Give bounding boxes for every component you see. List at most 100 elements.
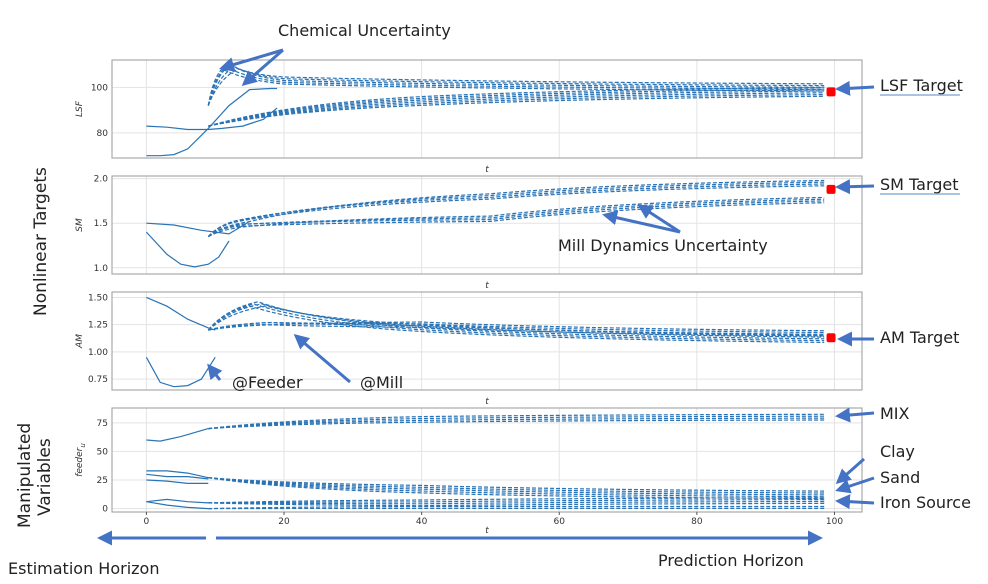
prediction-series-line xyxy=(208,95,825,127)
estimation-horizon-label: Estimation Horizon xyxy=(8,559,159,578)
y-tick-label: 1.00 xyxy=(88,348,108,358)
prediction-series-line xyxy=(208,94,825,127)
manipulated-variables-line2: Variables xyxy=(35,438,55,516)
x-axis-label: t xyxy=(485,281,489,291)
prediction-series-line xyxy=(208,477,825,494)
target-marker xyxy=(826,87,836,97)
estimation-series-line xyxy=(146,470,209,479)
x-tick-label: 0 xyxy=(144,517,150,527)
chemical-uncertainty-label: Chemical Uncertainty xyxy=(278,21,451,40)
prediction-series-line xyxy=(208,321,825,332)
prediction-series-line xyxy=(207,68,825,106)
prediction-series-line xyxy=(208,477,825,496)
manipulated-variables-line1: Manipulated xyxy=(15,423,35,528)
prediction-series-line xyxy=(208,90,825,127)
sand-label: Sand xyxy=(880,468,920,487)
prediction-series-line xyxy=(207,179,825,238)
chart-panels: 80 100 LSF t 1.0 1.5 2.0 SM t 0.75 1.00 1.25 1.50 AM t… xyxy=(75,59,863,536)
feeder-arrow xyxy=(207,363,223,381)
am-target-label: AM Target xyxy=(880,328,959,347)
prediction-series-line xyxy=(208,500,825,505)
target-marker xyxy=(826,184,836,194)
chem-arrow-1 xyxy=(219,48,284,72)
prediction-series-line xyxy=(208,477,825,500)
prediction-series-line xyxy=(208,415,825,430)
estimation-series-line xyxy=(146,501,209,510)
prediction-series-line xyxy=(207,183,825,237)
y-tick-label: 1.50 xyxy=(88,293,108,303)
x-tick-label: 100 xyxy=(826,517,843,527)
x-axis-label: t xyxy=(485,526,489,536)
prediction-series-line xyxy=(208,477,825,498)
nonlinear-targets-label: Nonlinear Targets xyxy=(31,167,51,316)
panel-am: 0.75 1.00 1.25 1.50 AM t xyxy=(75,291,863,407)
prediction-series-line xyxy=(207,68,825,106)
estimation-series-line xyxy=(145,231,230,268)
prediction-series-line xyxy=(207,198,825,238)
estimation-series-line xyxy=(146,479,209,484)
prediction-series-line xyxy=(207,66,825,106)
mix-label: MIX xyxy=(880,404,910,423)
iron-source-label: Iron Source xyxy=(880,493,971,512)
prediction-series-line xyxy=(207,185,825,237)
mix-arrow xyxy=(835,407,875,423)
target-marker xyxy=(826,333,836,343)
x-axis-label: t xyxy=(485,165,489,175)
x-tick-label: 20 xyxy=(278,517,290,527)
iron-arrow xyxy=(835,494,875,510)
y-tick-label: 0 xyxy=(102,505,108,515)
prediction-series-line xyxy=(208,92,825,127)
x-tick-label: 60 xyxy=(554,517,566,527)
y-tick-label: 50 xyxy=(97,447,109,457)
prediction-series-line xyxy=(208,419,825,430)
prediction-series-line xyxy=(207,202,825,238)
mill-arrow xyxy=(293,334,351,384)
prediction-series-line xyxy=(207,200,825,238)
mill-dynamics-uncertainty-label: Mill Dynamics Uncertainty xyxy=(558,236,768,255)
sm-target-label: SM Target xyxy=(880,175,959,194)
mill-label: @Mill xyxy=(360,373,403,392)
y-tick-label: 80 xyxy=(97,129,109,139)
y-axis-label: feederu xyxy=(75,443,87,477)
y-tick-label: 25 xyxy=(97,476,108,486)
y-axis-label: AM xyxy=(75,334,85,349)
y-tick-label: 75 xyxy=(97,419,108,429)
clay-arrow xyxy=(835,457,865,484)
panel-sm: 1.0 1.5 2.0 SM t xyxy=(75,175,863,291)
prediction-series-line xyxy=(208,86,825,127)
y-tick-label: 100 xyxy=(91,83,108,93)
plot-frame xyxy=(111,59,863,159)
sm-target-arrow xyxy=(835,179,875,195)
estimation-series-line xyxy=(146,107,278,131)
estimation-series-line xyxy=(146,296,216,331)
x-tick-label: 40 xyxy=(416,517,428,527)
panel-feeder: 0 25 50 75 feederu t 0 20 40 60 80 100 xyxy=(75,407,863,536)
prediction-series-line xyxy=(207,181,825,238)
y-tick-label: 1.0 xyxy=(94,264,109,274)
y-tick-label: 1.25 xyxy=(88,321,108,331)
estimation-series-line xyxy=(146,498,209,504)
x-tick-label: 80 xyxy=(691,517,703,527)
prediction-series-line xyxy=(208,502,825,507)
annotation-arrows xyxy=(97,48,875,546)
prediction-horizon-label: Prediction Horizon xyxy=(658,551,804,570)
lsf-target-label: LSF Target xyxy=(880,76,963,95)
y-tick-label: 2.0 xyxy=(94,175,109,185)
mill-dyn-arrow-2 xyxy=(602,210,681,234)
plot-frame xyxy=(111,175,863,275)
mill-dyn-arrow-1 xyxy=(637,204,681,234)
y-axis-label: SM xyxy=(75,218,85,232)
plot-frame xyxy=(111,291,863,391)
y-tick-label: 1.5 xyxy=(94,219,108,229)
prediction-series-line xyxy=(208,323,825,337)
clay-label: Clay xyxy=(880,442,915,461)
estimation-series-line xyxy=(146,87,278,157)
chem-arrow-2 xyxy=(241,48,284,86)
prediction-series-line xyxy=(208,497,825,504)
prediction-series-line xyxy=(208,417,825,430)
prediction-series-line xyxy=(208,321,825,334)
estimation-series-line xyxy=(146,473,209,480)
estimation-series-line xyxy=(145,356,216,388)
prediction-series-line xyxy=(208,413,825,430)
